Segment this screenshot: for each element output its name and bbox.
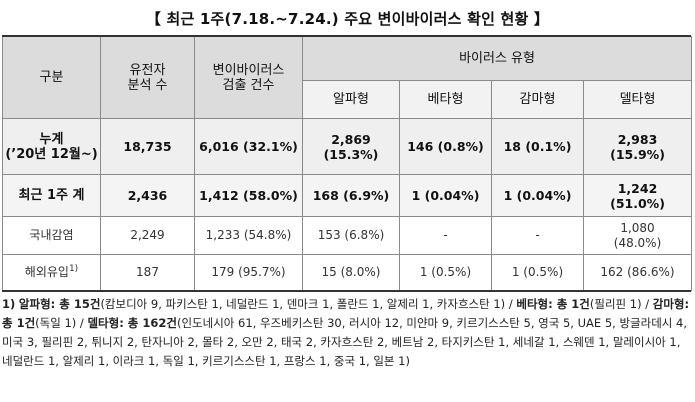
- footnote-alpha-detail: (캄보디아 9, 파키스탄 1, 네덜란드 1, 덴마크 1, 폴란드 1, 알…: [100, 297, 517, 311]
- row-label-recent-week: 최근 1주 계: [2, 174, 101, 217]
- table-row-abroad: 해외유입1) 187 179 (95.7%) 15 (8.0%) 1 (0.5%…: [2, 254, 693, 291]
- header-category: 구분: [2, 36, 101, 119]
- footnote-alpha-label: 알파형: 총 15건: [18, 297, 101, 311]
- table-row-domestic: 국내감염 2,249 1,233 (54.8%) 153 (6.8%) - - …: [2, 216, 693, 255]
- page-title: 【 최근 1주(7.18.~7.24.) 주요 변이바이러스 확인 현황 】: [145, 10, 550, 28]
- header-variant-detected: 변이바이러스 검출 건수: [194, 36, 303, 119]
- cell-genome: 187: [100, 254, 195, 291]
- cell-genome: 2,249: [100, 216, 195, 255]
- footnote-beta-label: 베타형: 총 1건: [516, 297, 590, 311]
- cell-beta: 146 (0.8%): [399, 118, 492, 175]
- cell-variant: 1,412 (58.0%): [194, 174, 303, 217]
- header-alpha: 알파형: [302, 80, 400, 119]
- footnote: 1) 알파형: 총 15건(캄보디아 9, 파키스탄 1, 네덜란드 1, 덴마…: [2, 297, 690, 368]
- footnote-beta-detail: (필리핀 1) /: [589, 297, 653, 311]
- footnote-delta-detail: (인도네시아 61, 우즈베키스탄 30, 러시아 12, 미얀마 9, 키르기…: [2, 316, 687, 368]
- footnote-gamma-detail: (독일 1) /: [35, 316, 88, 330]
- cell-gamma: -: [491, 216, 584, 255]
- row-label-domestic: 국내감염: [2, 216, 101, 255]
- table-top-rule: [2, 35, 691, 37]
- cell-gamma: 1 (0.5%): [491, 254, 584, 291]
- cell-beta: -: [399, 216, 492, 255]
- header-delta: 델타형: [582, 80, 693, 119]
- cell-gamma: 1 (0.04%): [491, 174, 584, 217]
- cell-genome: 2,436: [100, 174, 195, 217]
- header-beta: 베타형: [399, 80, 492, 119]
- footnote-delta-label: 델타형: 총 162건: [87, 316, 177, 330]
- cell-beta: 1 (0.04%): [399, 174, 492, 217]
- cell-beta: 1 (0.5%): [399, 254, 492, 291]
- header-gamma: 감마형: [491, 80, 584, 119]
- header-genome-analysis: 유전자 분석 수: [100, 36, 195, 119]
- cell-gamma: 18 (0.1%): [491, 118, 584, 175]
- row-label-cumulative: 누계 (’20년 12월~): [2, 118, 101, 175]
- cell-alpha: 153 (6.8%): [302, 216, 400, 255]
- table-row-cumulative: 누계 (’20년 12월~) 18,735 6,016 (32.1%) 2,869…: [2, 118, 693, 175]
- row-label-abroad: 해외유입1): [2, 254, 101, 291]
- cell-delta: 162 (86.6%): [582, 254, 693, 291]
- cell-genome: 18,735: [100, 118, 195, 175]
- variant-status-table: 구분 유전자 분석 수 변이바이러스 검출 건수 바이러스 유형 알파형 베타형 감…: [2, 36, 693, 291]
- cell-delta: 1,080 (48.0%): [582, 216, 693, 255]
- table-row-recent-week: 최근 1주 계 2,436 1,412 (58.0%) 168 (6.9%) 1…: [2, 174, 693, 217]
- footnote-gamma-label: 감마형: 총 1건: [2, 297, 690, 330]
- header-virus-type: 바이러스 유형: [301, 36, 693, 81]
- cell-alpha: 15 (8.0%): [302, 254, 400, 291]
- cell-alpha: 2,869 (15.3%): [302, 118, 400, 175]
- cell-alpha: 168 (6.9%): [302, 174, 400, 217]
- cell-delta: 1,242 (51.0%): [582, 174, 693, 217]
- cell-variant: 6,016 (32.1%): [194, 118, 303, 175]
- cell-variant: 1,233 (54.8%): [194, 216, 303, 255]
- cell-delta: 2,983 (15.9%): [582, 118, 693, 175]
- table-bottom-rule: [2, 290, 691, 292]
- footnote-marker: 1): [68, 264, 79, 274]
- cell-variant: 179 (95.7%): [194, 254, 303, 291]
